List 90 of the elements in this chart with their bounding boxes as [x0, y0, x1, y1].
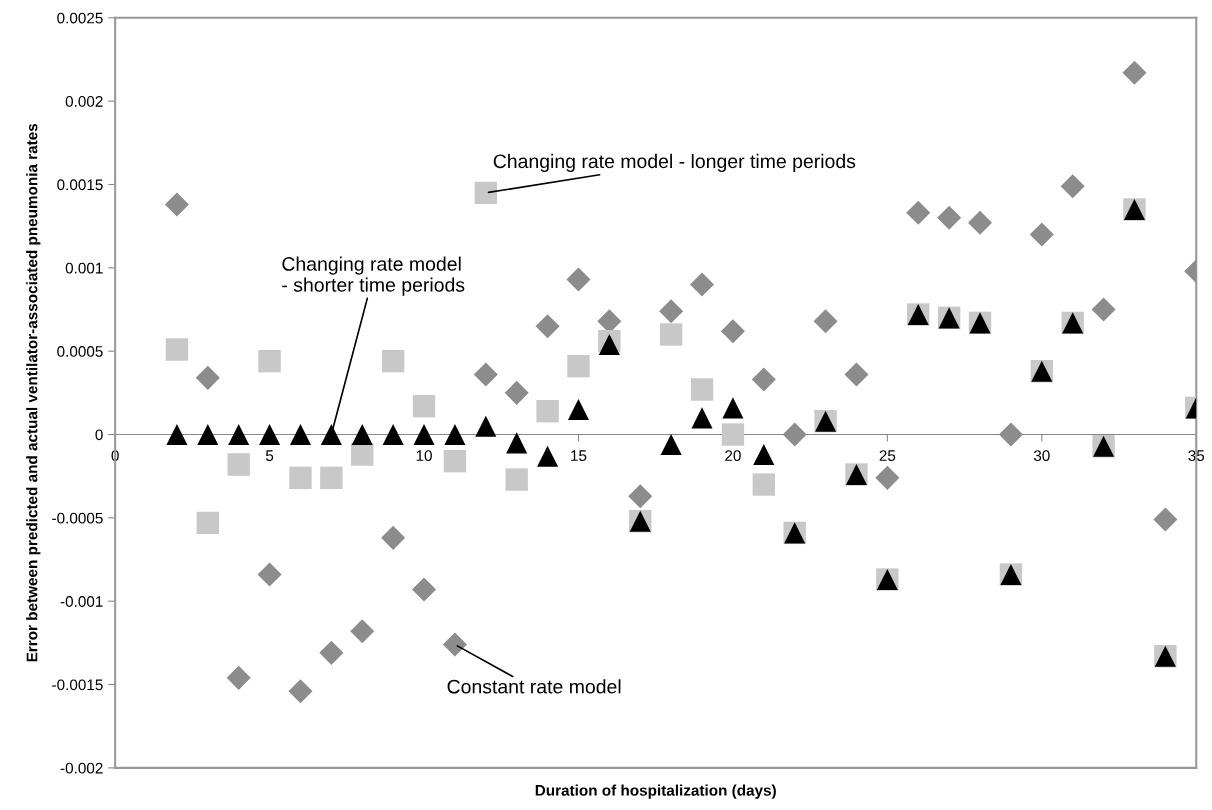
point [751, 367, 776, 392]
x-tick-label: 35 [1188, 450, 1205, 462]
point [381, 349, 405, 373]
point [319, 640, 344, 665]
point [320, 466, 343, 490]
point [1060, 174, 1085, 199]
point [164, 192, 189, 217]
point [320, 423, 342, 446]
point [195, 365, 220, 390]
point [567, 398, 589, 421]
point [443, 449, 467, 473]
point [721, 423, 745, 446]
point [875, 465, 900, 490]
annotation: Constant rate model [447, 679, 621, 694]
x-tick-label: 15 [571, 450, 587, 462]
y-tick-label: 0.001 [65, 262, 103, 274]
point [752, 473, 775, 496]
point [537, 445, 559, 467]
point [165, 338, 189, 361]
point [567, 354, 590, 378]
point [382, 423, 404, 446]
y-tick-label: -0.0015 [52, 679, 103, 691]
x-axis-title: Duration of hospitalization (days) [535, 784, 776, 799]
point [226, 665, 251, 690]
point [782, 422, 807, 447]
point [690, 378, 714, 401]
point [351, 423, 373, 446]
y-tick-label: 0.0005 [57, 346, 103, 357]
point [690, 272, 715, 297]
x-tick-label: 30 [1033, 450, 1050, 462]
point [412, 394, 436, 418]
point [659, 299, 684, 324]
x-tick-label: 25 [879, 450, 896, 462]
point [660, 433, 682, 456]
point [444, 423, 466, 446]
y-tick-label: 0.002 [65, 96, 103, 107]
point [753, 443, 775, 466]
point [474, 181, 497, 205]
point [535, 314, 560, 339]
y-tick-label: 0 [95, 429, 103, 441]
point [813, 309, 838, 334]
point [691, 407, 713, 429]
point [628, 484, 653, 509]
y-tick-label: 0.0015 [57, 179, 103, 191]
point [166, 423, 188, 446]
point [844, 362, 869, 387]
point [412, 577, 437, 602]
point [475, 415, 497, 437]
point [350, 619, 375, 644]
y-tick-label: -0.0005 [52, 512, 103, 524]
point [566, 267, 591, 292]
point [197, 423, 219, 446]
point [196, 511, 219, 535]
point [351, 443, 374, 466]
x-tick-label: 10 [416, 450, 432, 462]
point [259, 423, 281, 446]
point [937, 205, 962, 230]
x-tick-label: 5 [265, 450, 274, 462]
point [228, 423, 250, 446]
point [720, 319, 745, 344]
point [227, 453, 250, 476]
point [504, 380, 529, 405]
y-tick-label: -0.001 [60, 596, 103, 607]
annotation: Changing rate model - longer time periods [493, 153, 856, 172]
point [258, 349, 281, 373]
point [659, 323, 683, 346]
point [722, 397, 744, 419]
point [1122, 60, 1147, 85]
point [506, 432, 528, 454]
point [1091, 297, 1116, 322]
point [413, 423, 435, 446]
point [1153, 507, 1178, 532]
point [505, 468, 528, 491]
point [381, 525, 406, 550]
point [968, 210, 993, 235]
y-tick-label: -0.002 [60, 762, 103, 774]
point [289, 466, 312, 490]
x-tick-label: 20 [725, 450, 741, 462]
point [1029, 222, 1054, 247]
point [906, 200, 931, 225]
point [998, 422, 1023, 447]
point [289, 423, 311, 446]
annotation: Changing rate model - shorter time periods [282, 256, 465, 296]
y-tick-label: 0.0025 [57, 12, 103, 24]
y-axis-title: Error between predicted and actual ventilator-associated pneumonia rates [26, 123, 41, 662]
point [257, 562, 282, 587]
point [442, 632, 467, 657]
point [473, 362, 498, 387]
point [536, 399, 559, 423]
point [288, 679, 313, 704]
